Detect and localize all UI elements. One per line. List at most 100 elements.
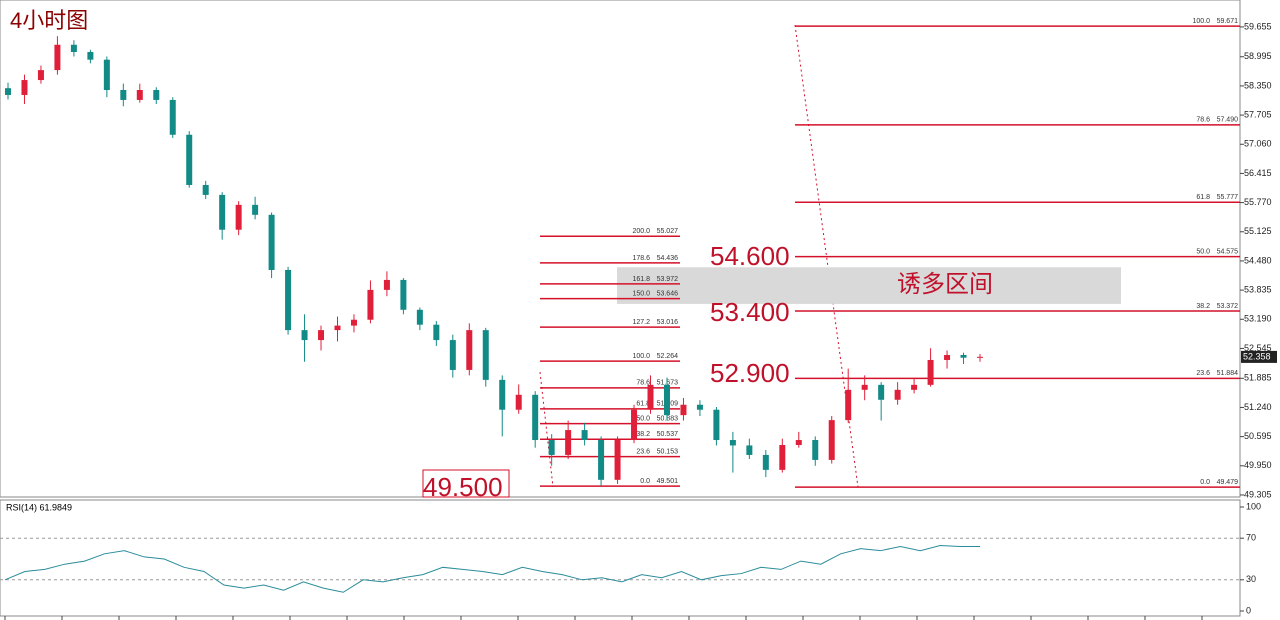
y-tick-label: 58.350 — [1244, 80, 1272, 90]
candle-body — [416, 309, 423, 325]
candle-body — [878, 384, 885, 400]
candle-body — [499, 379, 506, 410]
fib-ratio: 0.0 — [640, 478, 650, 485]
fib-ratio: 50.0 — [636, 415, 650, 422]
candle-body — [795, 440, 802, 445]
fib-ratio: 100.0 — [632, 353, 650, 360]
y-tick-label: 53.835 — [1244, 284, 1272, 294]
candle-body — [911, 384, 918, 390]
fib-ratio: 38.2 — [1196, 303, 1210, 310]
candle-body — [713, 409, 720, 441]
fib-price: 51.884 — [1217, 370, 1239, 377]
y-tick-label: 49.950 — [1244, 460, 1272, 470]
candle-body — [103, 59, 110, 90]
fib-price: 50.153 — [657, 448, 679, 455]
candle-body — [647, 384, 654, 410]
fib-ratio: 0.0 — [1200, 479, 1210, 486]
fib-price: 54.436 — [657, 255, 679, 262]
candle-body — [87, 52, 94, 60]
label-box — [422, 469, 510, 498]
price-label: 54.600 — [710, 241, 790, 271]
candle-body — [235, 204, 242, 230]
candle-body — [828, 420, 835, 460]
candle-body — [367, 289, 374, 320]
y-tick-label: 51.240 — [1244, 402, 1272, 412]
candle-body — [5, 88, 11, 95]
candle-body — [746, 445, 753, 455]
fib-trend — [539, 371, 554, 488]
fib-ratio: 61.8 — [636, 401, 650, 408]
candle-body — [54, 44, 61, 71]
fib-price: 59.671 — [1217, 18, 1239, 25]
price-label: 52.900 — [710, 358, 790, 388]
rsi-label: RSI(14) 61.9849 — [6, 502, 72, 512]
fib-ratio: 100.0 — [1192, 18, 1210, 25]
candle-body — [301, 330, 308, 341]
candle-body — [515, 394, 522, 410]
y-tick-label: 54.480 — [1244, 255, 1272, 265]
y-tick-label: 59.655 — [1244, 21, 1272, 31]
fib-price: 55.777 — [1217, 194, 1239, 201]
y-tick-label: 51.885 — [1244, 373, 1272, 383]
candle-body — [696, 404, 703, 410]
candle-body — [532, 394, 539, 441]
candle-body — [614, 440, 621, 480]
fib-price: 53.372 — [1217, 303, 1239, 310]
candle-body — [318, 330, 325, 341]
candle-body — [120, 89, 127, 100]
candle-body — [548, 440, 555, 455]
candle-body — [977, 356, 983, 358]
fib-price: 55.027 — [657, 228, 679, 235]
candle-body — [21, 80, 28, 95]
candle-body — [861, 384, 868, 390]
candle-body — [268, 214, 275, 270]
fib-price: 53.646 — [657, 290, 679, 297]
candle-body — [894, 389, 901, 400]
fib-ratio: 150.0 — [632, 290, 650, 297]
fib-price: 53.016 — [657, 319, 679, 326]
candle-body — [812, 440, 819, 460]
candle-body — [762, 454, 769, 470]
y-tick-label: 56.415 — [1244, 168, 1272, 178]
candle-body — [729, 440, 736, 446]
rsi-pane — [0, 499, 1241, 617]
y-tick-label: 53.190 — [1244, 314, 1272, 324]
zone-label: 诱多区间 — [897, 271, 993, 298]
rsi-line — [4, 544, 980, 593]
candle-body — [779, 444, 786, 470]
zone — [617, 267, 1121, 304]
last-price: 52.358 — [1243, 351, 1271, 361]
rsi-tick-label: 70 — [1246, 533, 1256, 543]
candle-body — [449, 340, 456, 370]
fib-ratio: 50.0 — [1196, 248, 1210, 255]
candle-body — [383, 279, 390, 290]
candle-body — [845, 389, 852, 421]
y-tick-label: 57.705 — [1244, 109, 1272, 119]
fib-ratio: 200.0 — [632, 228, 650, 235]
fib-ratio: 127.2 — [632, 319, 650, 326]
fib-price: 54.575 — [1217, 248, 1239, 255]
candle-body — [944, 355, 951, 360]
fib-price: 52.264 — [657, 353, 679, 360]
candle-body — [169, 99, 176, 135]
main-pane — [0, 0, 1241, 498]
candle-body — [466, 330, 473, 370]
fib-price: 49.501 — [657, 478, 679, 485]
candle-body — [37, 70, 44, 81]
y-tick-label: 49.305 — [1244, 489, 1272, 499]
last-price-box — [1241, 350, 1277, 363]
candle-body — [631, 409, 638, 441]
fib-price: 57.490 — [1217, 117, 1239, 124]
fib-price: 50.537 — [657, 431, 679, 438]
candle-body — [153, 89, 160, 100]
candle-body — [400, 279, 407, 310]
rsi-tick-label: 30 — [1246, 574, 1256, 584]
candle-body — [927, 359, 934, 385]
fib-ratio: 38.2 — [636, 431, 650, 438]
rsi-tick-label: 100 — [1246, 501, 1261, 511]
candle-body — [202, 184, 209, 195]
candle-body — [285, 269, 292, 331]
candle-body — [598, 440, 605, 480]
candle-body — [581, 430, 588, 441]
